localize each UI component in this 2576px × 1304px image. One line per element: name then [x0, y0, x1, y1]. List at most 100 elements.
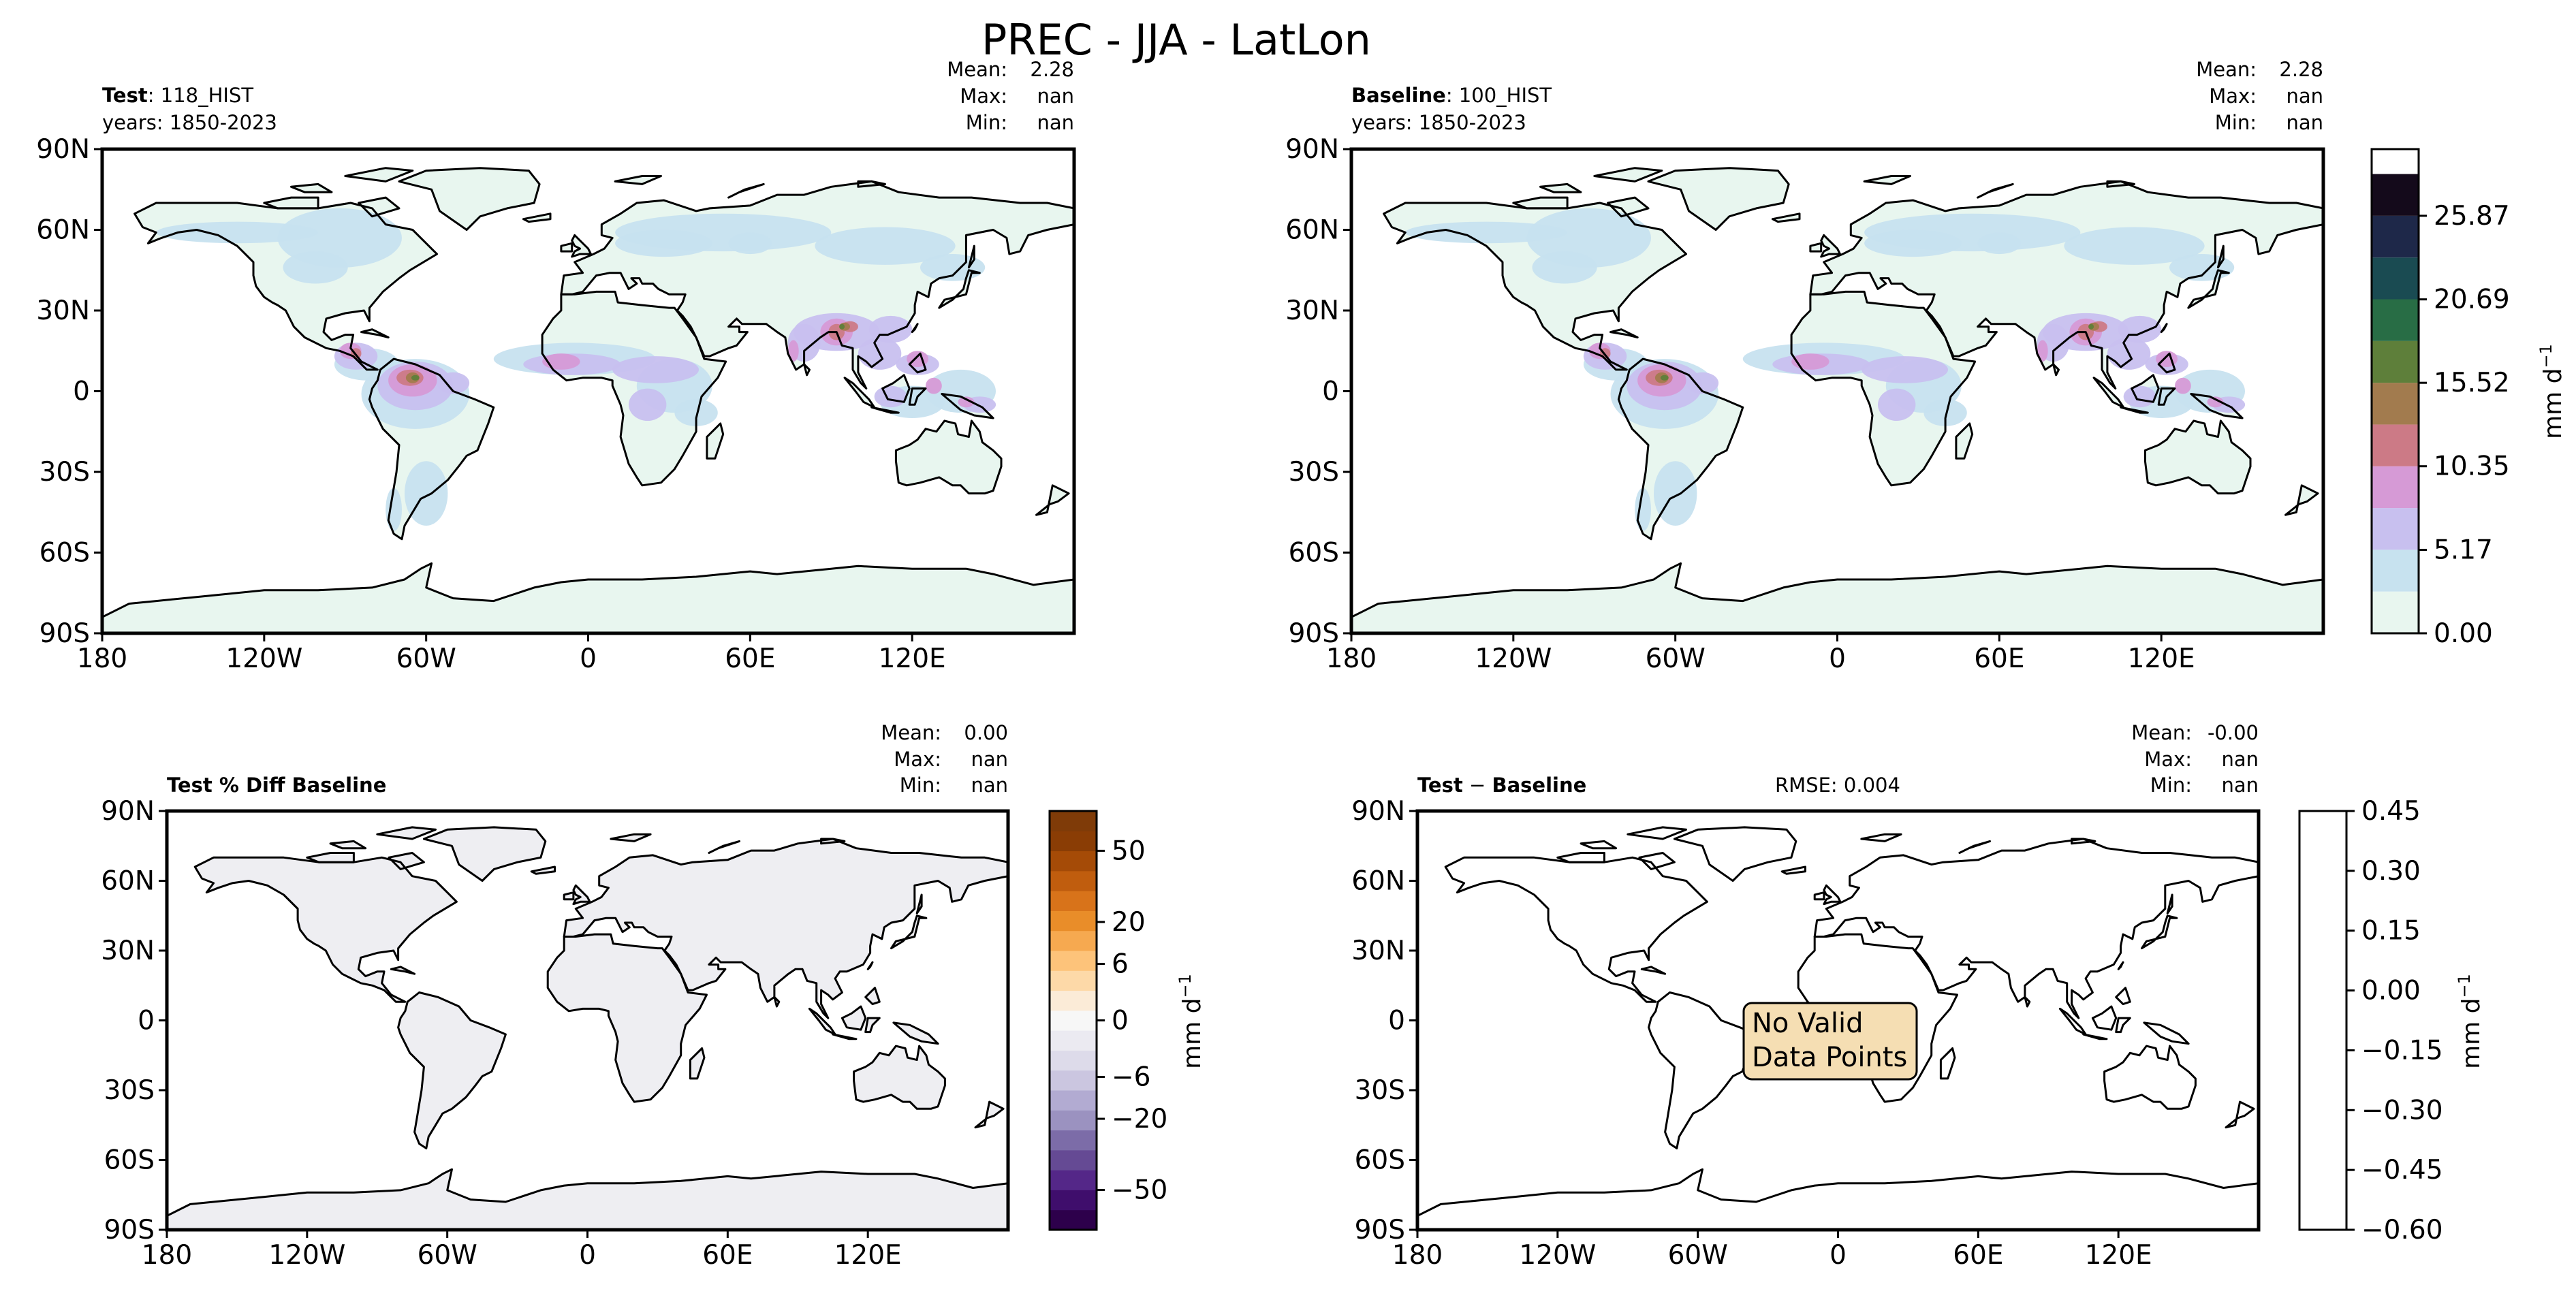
x-tick-label: 60E	[1974, 643, 2024, 674]
mean-label: Mean:	[881, 721, 941, 744]
precip-contour	[787, 340, 799, 362]
axis-ticks: 180 120W 60W 0 60E 120E 90N 60N 30N 0 30S 60S 90S	[1351, 796, 2152, 1271]
colorbar-tick-label: 6	[1112, 949, 1129, 979]
colorbar-swatch	[1050, 970, 1097, 991]
colorbar-tick-label: 0.00	[2434, 618, 2493, 649]
precip-contour	[920, 254, 986, 281]
y-tick-label: 60N	[101, 866, 155, 897]
precip-contour	[874, 385, 907, 408]
axis-ticks: 180 120W 60W 0 60E 120E 90N 60N 30N 0 30S 60S 90S	[1285, 134, 2195, 674]
mean-value: 2.28	[1030, 58, 1074, 81]
max-label: Max:	[894, 748, 941, 771]
colorbar-diff: 0.45 0.30 0.15 0.00 −0.15 −0.30 −0.45 −0.60 mm …	[2298, 796, 2485, 1245]
precip-contour	[612, 356, 699, 383]
y-tick-label: 60S	[1355, 1145, 1405, 1176]
precip-contour	[958, 396, 975, 408]
colorbar-swatch	[2372, 257, 2419, 300]
y-tick-label: 90S	[104, 1215, 155, 1245]
precip-contour	[411, 375, 420, 381]
colorbar-tick-label: 5.17	[2434, 535, 2493, 565]
colorbar-swatch	[2372, 340, 2419, 383]
y-tick-label: 90S	[1289, 618, 1339, 649]
precip-contour	[2207, 396, 2224, 408]
colorbar-tick-label: −0.15	[2361, 1035, 2443, 1066]
precip-contour	[1864, 229, 1962, 257]
min-label: Min:	[966, 111, 1007, 134]
colorbar-tick-label: −0.30	[2361, 1095, 2443, 1126]
colorbar-pct: −50 −20 −6 0 6 20 50 mm d−1	[1048, 810, 1206, 1231]
colorbar-swatch	[1050, 930, 1097, 951]
colorbar-swatch	[1050, 1130, 1097, 1151]
colorbar-tick-label: 0	[1112, 1006, 1129, 1036]
x-tick-label: 120E	[2128, 643, 2195, 674]
coastlines	[1417, 826, 2259, 1230]
x-tick-label: 60W	[418, 1240, 477, 1271]
precip-contour	[2169, 254, 2235, 281]
min-value: nan	[2286, 111, 2323, 134]
min-value: nan	[1037, 111, 1074, 134]
precip-contour	[926, 377, 942, 394]
x-tick-label: 120W	[1475, 643, 1552, 674]
colorbar-tick-label: 50	[1112, 836, 1146, 866]
precip-contour	[1635, 488, 1652, 531]
panel-diff: Test − Baseline RMSE: 0.004 Mean: -0.00 …	[1351, 721, 2261, 1271]
panel-pct-diff: Test % Diff Baseline Mean: 0.00 Max: nan…	[101, 721, 1010, 1271]
panel-pct-diff-label: Test % Diff Baseline	[167, 774, 386, 797]
colorbar-swatch	[1050, 1110, 1097, 1131]
colorbar-swatch	[1050, 1070, 1097, 1091]
colorbar-swatch	[1050, 1190, 1097, 1211]
colorbar-swatch	[1050, 891, 1097, 911]
colorbar-swatch	[2372, 299, 2419, 341]
panel-baseline: Baseline: 100_HIST years: 1850-2023 Mean…	[1285, 58, 2325, 674]
y-tick-label: 30N	[1285, 296, 1339, 326]
mean-value: 2.28	[2279, 58, 2323, 81]
x-tick-label: 120W	[1519, 1240, 1596, 1271]
colorbar-precip-units: mm d−1	[2536, 344, 2567, 439]
y-tick-label: 0	[73, 377, 90, 407]
panel-diff-label: Test − Baseline	[1417, 774, 1586, 797]
colorbar-swatch	[1050, 1030, 1097, 1051]
x-tick-label: 0	[1829, 1240, 1847, 1271]
x-tick-label: 120W	[225, 643, 302, 674]
colorbar-swatch	[1050, 1149, 1097, 1171]
colorbar-swatch	[2372, 591, 2419, 633]
y-tick-label: 90N	[101, 796, 155, 827]
colorbar-swatch	[2372, 424, 2419, 466]
colorbar-tick-label: 0.30	[2361, 856, 2421, 887]
precip-contours	[1405, 208, 2246, 531]
precip-contour	[437, 372, 470, 394]
max-label: Max:	[960, 84, 1007, 108]
y-tick-label: 60N	[1285, 215, 1339, 246]
precip-contour	[1660, 375, 1669, 381]
colorbar-tick-label: 25.87	[2434, 201, 2510, 232]
y-tick-label: 30N	[101, 936, 155, 966]
x-tick-label: 60W	[396, 643, 456, 674]
coastlines	[1351, 167, 2323, 633]
colorbar-swatch	[1050, 951, 1097, 971]
precip-contour	[815, 227, 956, 265]
precip-contour	[1686, 372, 1719, 394]
precip-contour	[283, 251, 348, 284]
colorbar-swatch	[2372, 215, 2419, 258]
x-tick-label: 120E	[834, 1240, 902, 1271]
map-area	[102, 149, 1074, 633]
min-label: Min:	[900, 774, 941, 797]
colorbar-tick-label: 0.15	[2361, 916, 2421, 947]
precip-contour	[1791, 353, 1829, 370]
colorbar-pct-units: mm d−1	[1176, 974, 1206, 1069]
min-value: nan	[971, 774, 1008, 797]
colorbar-swatch	[1050, 1209, 1097, 1230]
coastlines	[167, 826, 1008, 1230]
colorbar-tick-label: 20.69	[2434, 285, 2510, 315]
max-value: nan	[2221, 748, 2259, 771]
precip-contour	[1862, 356, 1949, 383]
colorbar-tick-label: −6	[1112, 1062, 1151, 1093]
precip-contour	[2064, 227, 2205, 265]
precip-contour	[542, 353, 580, 370]
precip-contour	[1923, 399, 1967, 426]
x-tick-label: 180	[1392, 1240, 1443, 1271]
no-data-line-2: Data Points	[1752, 1042, 1907, 1073]
precip-contour	[1878, 388, 1916, 421]
panel-baseline-years: years: 1850-2023	[1351, 111, 1526, 134]
colorbar-swatch	[1050, 990, 1097, 1011]
